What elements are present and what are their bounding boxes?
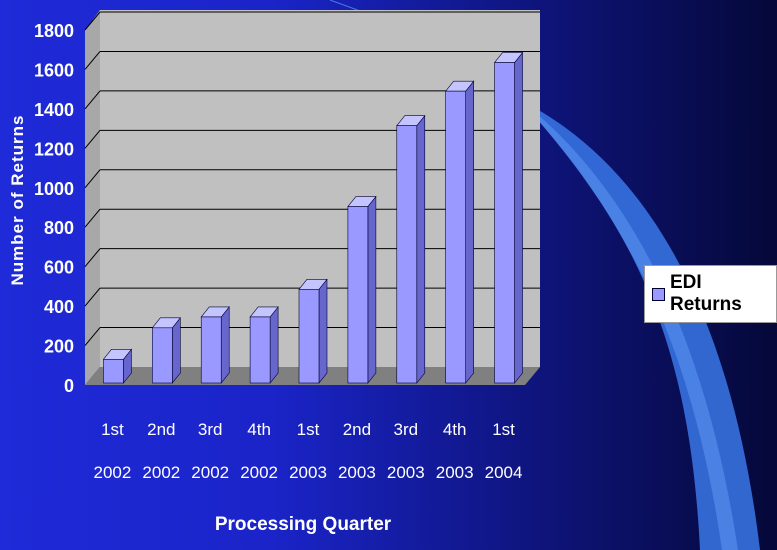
y-tick-label: 200: [44, 337, 74, 357]
x-tick-label-quarter: 3rd: [198, 420, 223, 439]
plot-wall: [100, 10, 540, 367]
gridline-side: [84, 208, 101, 228]
bar: [102, 348, 133, 384]
x-tick-label-year: 2004: [485, 463, 523, 482]
x-tick-label-year: 2003: [289, 463, 327, 482]
bars: [102, 51, 524, 384]
bar: [445, 80, 475, 384]
y-tick-label: 1400: [34, 100, 74, 120]
x-tick-label-year: 2003: [338, 463, 376, 482]
legend-label: EDI Returns: [670, 272, 742, 315]
bar: [396, 114, 426, 384]
legend: EDI Returns: [644, 265, 777, 323]
y-tick-label: 1800: [34, 21, 74, 41]
x-tick-label-quarter: 1st: [297, 420, 320, 439]
bar: [347, 195, 377, 384]
bar-side: [172, 316, 181, 384]
x-tick-label-year: 2002: [240, 463, 278, 482]
y-tick-label: 600: [44, 258, 74, 278]
bar: [298, 278, 328, 384]
y-tick-label: 1200: [34, 139, 74, 159]
gridline-side: [84, 327, 101, 346]
x-tick-label-year: 2002: [191, 463, 229, 482]
background-swoosh-highlight: [520, 100, 738, 550]
gridline-side: [84, 287, 101, 307]
bar: [249, 306, 279, 384]
bar-front: [298, 289, 320, 384]
bar-front: [396, 125, 418, 384]
x-tick-label-quarter: 1st: [492, 420, 515, 439]
legend-swatch: [652, 287, 665, 301]
gridline-side: [84, 11, 101, 31]
x-tick-label-quarter: 3rd: [393, 420, 418, 439]
gridline-side: [84, 90, 101, 110]
x-tick-label-quarter: 2nd: [343, 420, 371, 439]
bar-front: [249, 316, 271, 384]
x-tick-label-year: 2003: [387, 463, 425, 482]
bar-side: [514, 51, 523, 384]
y-tick-labels: 0 200 400 600 800 1000 1200 1400 1600 1800: [34, 21, 74, 396]
bar-side: [416, 114, 426, 384]
bar: [493, 51, 524, 384]
bar-side: [465, 80, 474, 384]
gridline-side: [84, 248, 101, 267]
bar: [151, 316, 181, 384]
background-swoosh: [520, 100, 760, 550]
bar-side: [220, 306, 230, 384]
x-tick-label-quarter: 4th: [247, 420, 271, 439]
bar: [200, 306, 230, 384]
bar-front: [200, 316, 222, 384]
x-axis-label: Processing Quarter: [215, 514, 392, 535]
y-tick-label: 400: [44, 297, 74, 317]
bar-front: [494, 62, 515, 384]
x-tick-label-year: 2002: [94, 463, 132, 482]
x-tick-label-quarter: 1st: [101, 420, 124, 439]
gridline-side: [84, 130, 101, 149]
y-tick-label: 0: [64, 376, 74, 396]
bar-front: [445, 90, 466, 384]
y-axis-label: Number of Returns: [8, 115, 27, 286]
x-tick-labels: 1st 2002 2nd 2002 3rd 2002 4th 2002 1st 2003 2nd 20…: [94, 420, 523, 482]
x-tick-label-quarter: 2nd: [147, 420, 175, 439]
x-tick-label-year: 2002: [142, 463, 180, 482]
x-tick-label-quarter: 4th: [443, 420, 467, 439]
bar-front: [347, 206, 369, 384]
x-tick-label-year: 2003: [436, 463, 474, 482]
bar-side: [367, 195, 377, 384]
bar-side: [269, 306, 279, 384]
gridline-side: [84, 51, 101, 70]
bar-side: [318, 278, 328, 384]
bar-front: [103, 359, 124, 384]
y-tick-label: 800: [44, 218, 74, 238]
y-tick-label: 1600: [34, 60, 74, 80]
y-tick-label: 1000: [34, 179, 74, 199]
bar-front: [152, 327, 173, 384]
gridline-side: [84, 169, 101, 189]
